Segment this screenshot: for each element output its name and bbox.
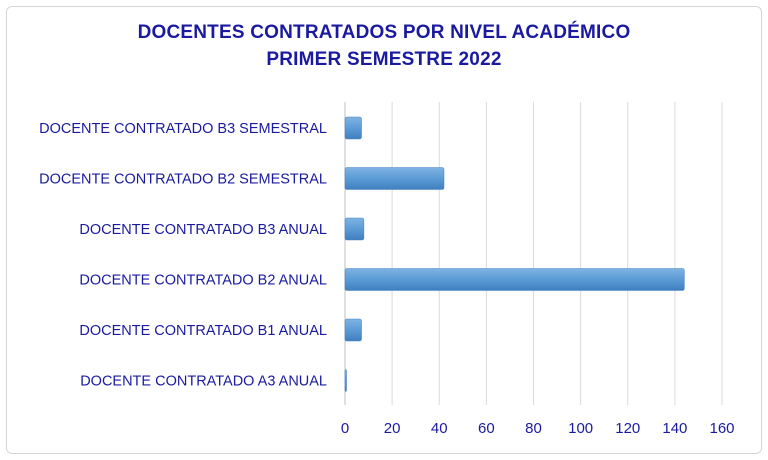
category-label: DOCENTE CONTRATADO B1 ANUAL [79,323,327,339]
chart-title: DOCENTES CONTRATADOS POR NIVEL ACADÉMICO [137,22,631,43]
x-tick-label: 100 [568,420,593,437]
bar [344,369,347,392]
chart-subtitle: PRIMER SEMESTRE 2022 [266,49,502,70]
category-label: DOCENTE CONTRATADO A3 ANUAL [80,374,327,390]
x-tick-label: 120 [615,420,640,437]
category-label: DOCENTE CONTRATADO B2 ANUAL [79,273,327,289]
x-tick-label: 20 [384,420,401,437]
x-tick-label: 60 [478,420,495,437]
bars [344,116,685,392]
bar [344,268,685,291]
bar [344,318,362,342]
x-tick-label: 0 [341,420,349,437]
x-tick-label: 140 [662,420,687,437]
chart-frame [6,6,762,454]
category-label: DOCENTE CONTRATADO B3 ANUAL [79,222,327,238]
category-label: DOCENTE CONTRATADO B3 SEMESTRAL [39,121,327,137]
category-labels: DOCENTE CONTRATADO B3 SEMESTRAL DOCENTE C… [39,121,327,390]
x-tick-label: 80 [525,420,542,437]
x-tick-label: 160 [709,420,734,437]
bar [344,116,362,140]
tick-labels: 0 20 40 60 80 100 120 140 160 [341,420,735,437]
x-tick-label: 40 [431,420,448,437]
bar [344,167,445,190]
grid-lines [344,102,723,405]
bar [344,217,365,241]
category-label: DOCENTE CONTRATADO B2 SEMESTRAL [39,172,327,188]
